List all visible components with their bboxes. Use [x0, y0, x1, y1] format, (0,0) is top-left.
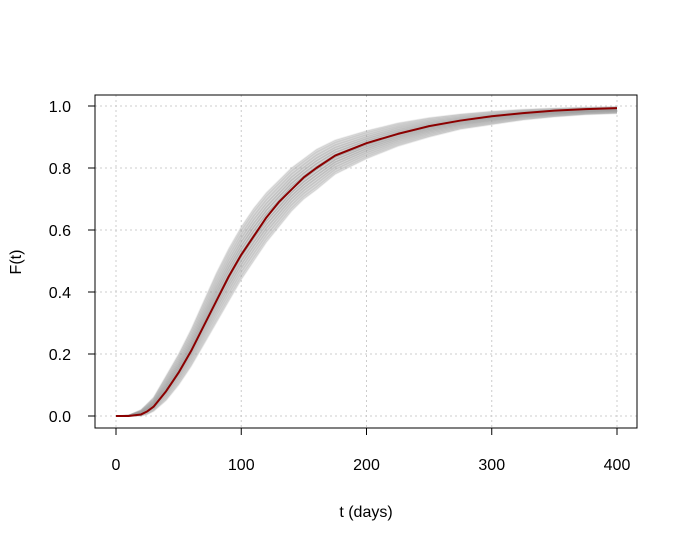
sample-curve-14: [115, 105, 618, 417]
sample-curve-10: [115, 107, 618, 417]
sample-curve-12: [115, 106, 618, 417]
sample-curve-1: [115, 112, 618, 417]
sample-curve-13: [115, 106, 618, 417]
x-tick-label-3: 300: [478, 457, 505, 474]
sample-curve-3: [115, 111, 618, 417]
sample-curve-0: [116, 112, 618, 417]
y-tick-label-3: 0.6: [49, 223, 71, 240]
y-tick-label-5: 1.0: [49, 99, 71, 116]
y-tick-label-2: 0.4: [49, 285, 71, 302]
y-tick-label-0: 0.0: [49, 409, 71, 426]
x-tick-label-0: 0: [112, 457, 121, 474]
x-tick-label-2: 200: [353, 457, 380, 474]
x-axis-title: t (days): [339, 504, 392, 521]
y-tick-label-4: 0.8: [49, 161, 71, 178]
sample-curve-11: [115, 107, 618, 417]
mean-curve: [116, 107, 618, 417]
x-tick-label-4: 400: [604, 457, 631, 474]
sample-curve-2: [115, 111, 618, 417]
mean-curve-layer: [116, 107, 618, 417]
y-axis-title: F(t): [8, 250, 25, 275]
x-tick-label-1: 100: [228, 457, 255, 474]
axes: 0 100 200 300 400 0.0 0.2 0.4 0.6 0.8 1.0: [49, 99, 631, 474]
y-tick-label-1: 0.2: [49, 347, 71, 364]
